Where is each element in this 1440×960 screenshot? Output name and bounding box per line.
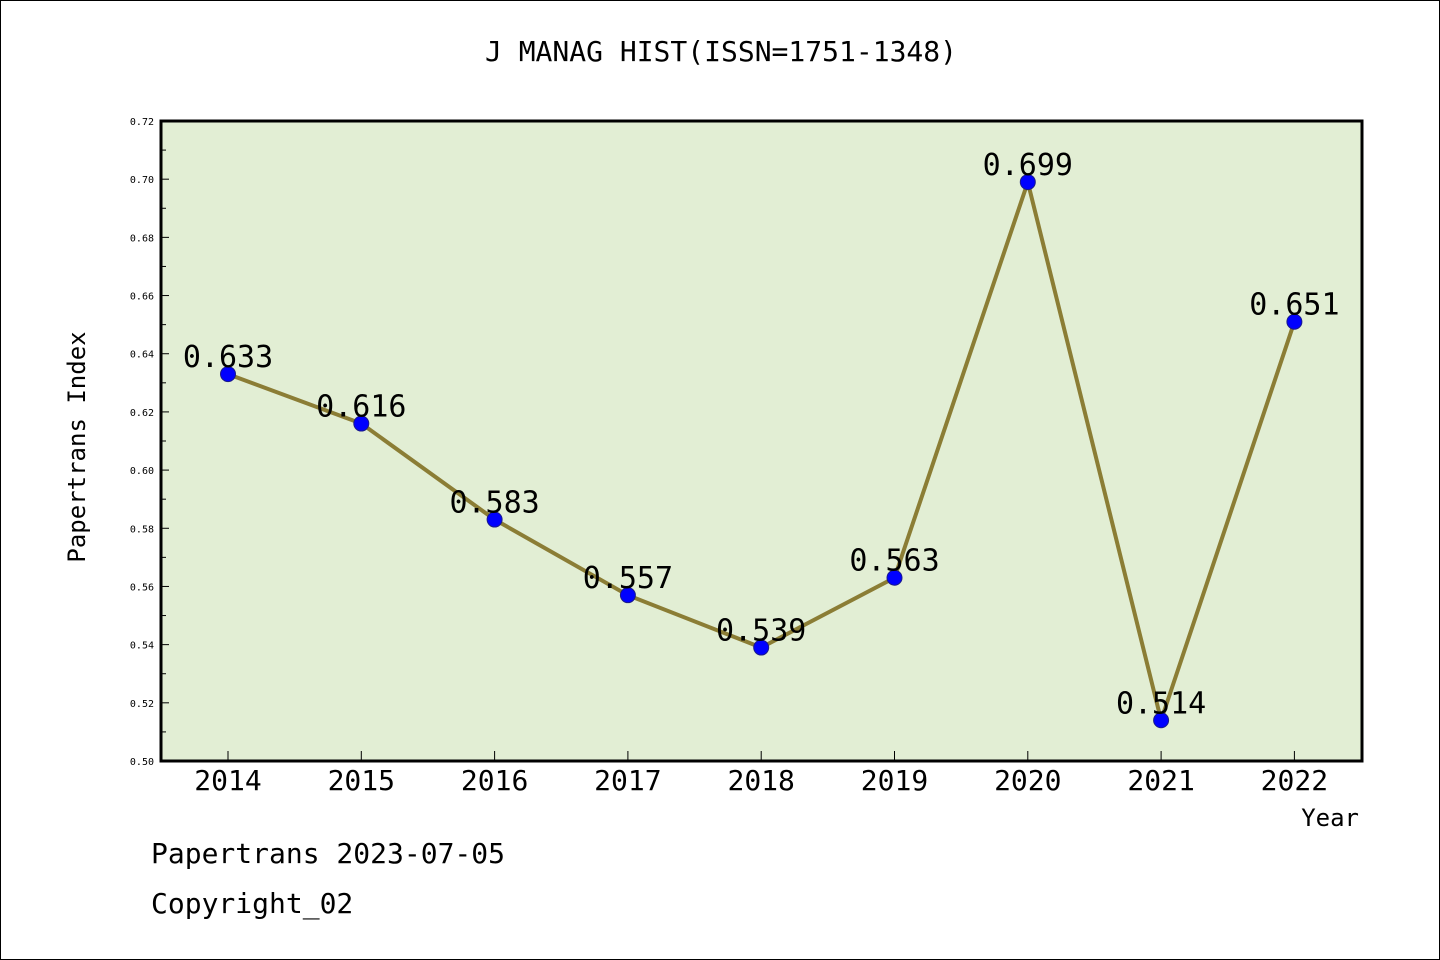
data-label: 0.557 <box>583 561 673 596</box>
data-point <box>753 639 770 656</box>
y-tick-label: 0.64 <box>130 350 154 361</box>
y-tick-label: 0.52 <box>130 699 154 710</box>
chart-title: J MANAG HIST(ISSN=1751-1348) <box>484 35 957 68</box>
data-point <box>486 511 503 528</box>
data-label: 0.633 <box>183 340 273 375</box>
footer-source: Papertrans 2023-07-05 <box>151 837 506 870</box>
y-tick-label: 0.66 <box>130 292 154 303</box>
footer-copyright: Copyright_02 <box>151 887 354 920</box>
y-tick-label: 0.72 <box>130 117 154 128</box>
y-tick-label: 0.50 <box>130 757 154 768</box>
data-label: 0.616 <box>316 390 406 425</box>
data-point <box>886 569 903 586</box>
data-label: 0.539 <box>716 614 806 649</box>
x-tick-label: 2022 <box>1261 764 1328 797</box>
y-tick-label: 0.56 <box>130 582 154 593</box>
y-tick-label: 0.62 <box>130 408 154 419</box>
data-point <box>1153 712 1170 729</box>
data-point <box>1019 174 1036 191</box>
x-tick-label: 2017 <box>594 764 661 797</box>
data-point <box>1286 313 1303 330</box>
data-label: 0.514 <box>1116 686 1206 721</box>
x-axis-label: Year <box>1301 804 1359 832</box>
plot-area <box>159 119 1364 763</box>
data-label: 0.699 <box>983 148 1073 183</box>
y-tick-label: 0.58 <box>130 524 154 535</box>
y-axis: 0.50 0.52 0.54 0.56 0.58 0.60 0.62 0.64 0.66 0.68… <box>130 117 169 768</box>
y-tick-label: 0.54 <box>130 641 154 652</box>
x-axis: 2014 2015 2016 2017 2018 2019 2020 2021 2022 <box>194 751 1328 797</box>
data-label: 0.563 <box>849 544 939 579</box>
x-tick-label: 2020 <box>994 764 1061 797</box>
data-point <box>220 366 236 383</box>
y-tick-label: 0.60 <box>130 466 154 477</box>
data-label: 0.583 <box>449 486 539 521</box>
x-tick-label: 2021 <box>1127 764 1194 797</box>
x-tick-label: 2015 <box>328 764 395 797</box>
x-tick-label: 2019 <box>861 764 928 797</box>
x-tick-label: 2014 <box>194 764 261 797</box>
data-point <box>619 587 636 604</box>
x-tick-label: 2018 <box>727 764 794 797</box>
data-label: 0.651 <box>1249 288 1339 323</box>
x-tick-label: 2016 <box>461 764 528 797</box>
y-tick-label: 0.70 <box>130 175 154 186</box>
y-axis-label: Papertrans Index <box>63 331 91 562</box>
series-papertrans-index: 0.633 0.616 0.583 0.557 0.539 0.563 0.699 0.514… <box>183 148 1340 729</box>
y-tick-label: 0.68 <box>130 233 154 244</box>
data-point <box>353 415 370 432</box>
